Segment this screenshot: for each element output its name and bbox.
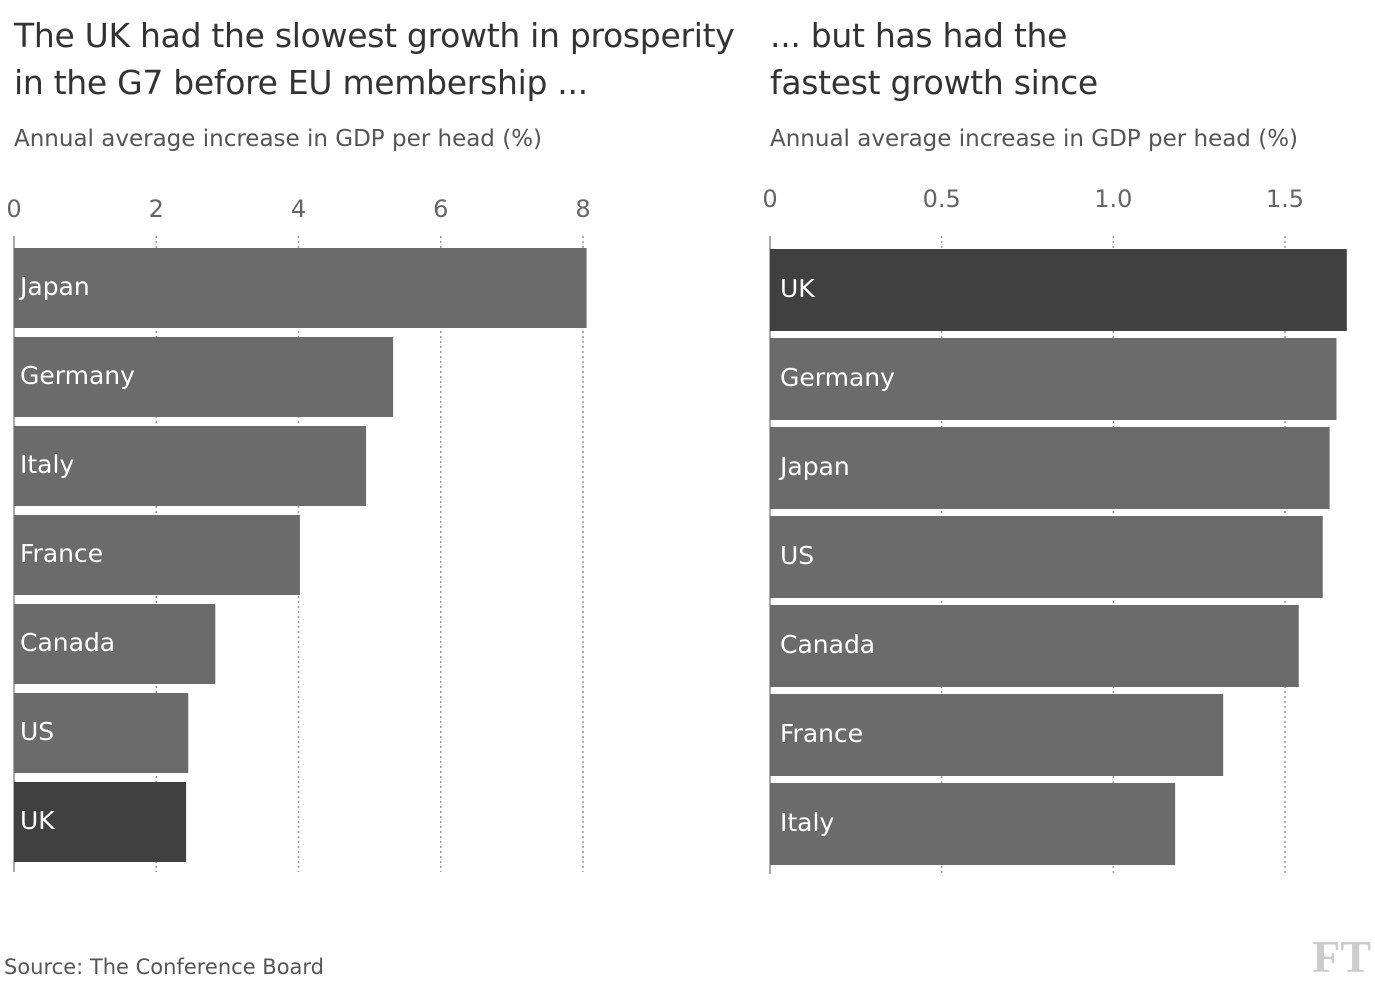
x-tick-label: 4 [291, 195, 306, 223]
source: Source: The Conference Board [4, 955, 325, 979]
chart-title: ... but has had the fastest growth since [770, 16, 1098, 102]
bar [14, 782, 187, 862]
x-tick-label: 2 [149, 195, 164, 223]
bar-label: Japan [18, 272, 90, 301]
x-tick-label: 0 [6, 195, 21, 223]
bar-label: US [20, 717, 54, 746]
bar-label: UK [20, 806, 55, 835]
x-tick-label: 0 [762, 185, 777, 213]
chart-subtitle: Annual average increase in GDP per head … [14, 126, 543, 152]
bar [14, 337, 394, 417]
bar [770, 783, 1176, 865]
bar-label: US [780, 541, 814, 570]
bar [770, 338, 1337, 420]
bar [14, 426, 367, 506]
bar-label: France [20, 539, 103, 568]
bar [770, 249, 1347, 331]
bar-label: Canada [20, 628, 115, 657]
bar [14, 604, 216, 684]
bar [14, 515, 300, 595]
x-tick-label: 6 [433, 195, 448, 223]
chart-subtitle: Annual average increase in GDP per head … [770, 126, 1299, 152]
logo: FT [1312, 931, 1371, 982]
bar [770, 516, 1323, 598]
x-tick-label: 1.0 [1094, 185, 1132, 213]
bar-label: UK [780, 274, 815, 303]
bar-label: Italy [20, 450, 74, 479]
x-tick-label: 1.5 [1266, 185, 1304, 213]
bar [770, 427, 1330, 509]
bar-label: Germany [780, 363, 895, 392]
chart-title: The UK had the slowest growth in prosper… [14, 16, 735, 102]
x-tick-label: 8 [575, 195, 590, 223]
bar-label: Germany [20, 361, 135, 390]
bar [14, 248, 587, 328]
bar [770, 605, 1299, 687]
bar-label: Japan [778, 452, 850, 481]
x-tick-label: 0.5 [923, 185, 961, 213]
bar [14, 693, 189, 773]
bar-label: Canada [780, 630, 875, 659]
bar-label: France [780, 719, 863, 748]
bar-label: Italy [780, 808, 834, 837]
bar [770, 694, 1224, 776]
